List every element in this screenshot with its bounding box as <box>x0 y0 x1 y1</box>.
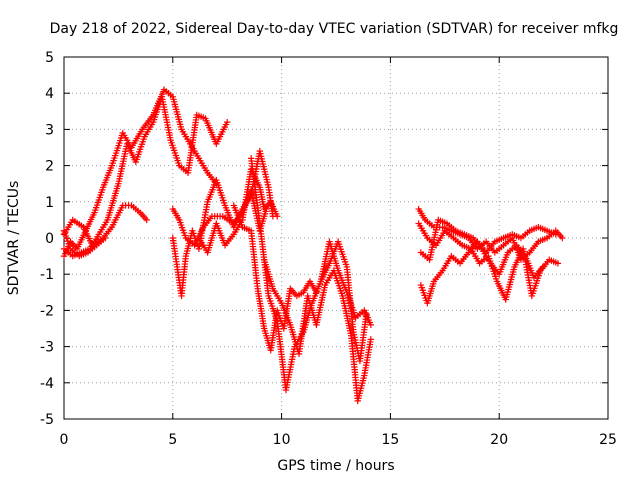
series-10 <box>260 256 375 405</box>
series-5 <box>169 187 270 249</box>
x-axis: 0 5 10 15 20 25 <box>60 57 617 448</box>
series-15 <box>417 216 546 282</box>
y-axis-label: SDTVAR / TECUs <box>6 181 22 296</box>
y-tick-label: 5 <box>45 50 54 66</box>
data-point-marker <box>367 336 375 343</box>
y-tick-label: -4 <box>40 376 54 392</box>
y-tick-label: 2 <box>45 159 54 175</box>
x-tick-label: 0 <box>60 432 69 448</box>
grid <box>64 57 608 419</box>
x-tick-label: 10 <box>273 432 291 448</box>
data-point-marker <box>102 234 109 242</box>
data-point-marker <box>143 216 150 224</box>
y-tick-label: 3 <box>45 122 54 138</box>
data-point-marker <box>554 260 562 267</box>
y-tick-label: 0 <box>45 231 54 247</box>
series-layer <box>60 86 566 405</box>
series-2 <box>60 93 231 260</box>
x-tick-label: 25 <box>599 432 617 448</box>
series-4 <box>60 227 109 260</box>
y-tick-label: 1 <box>45 195 54 211</box>
x-tick-label: 15 <box>381 432 399 448</box>
y-tick-label: -3 <box>40 340 54 356</box>
y-tick-label: -1 <box>40 267 54 283</box>
data-point-marker <box>367 321 375 329</box>
series-11 <box>317 238 375 329</box>
y-tick-label: 4 <box>45 86 54 102</box>
y-axis: -5 -4 -3 -2 -1 0 1 2 3 4 5 <box>40 50 608 428</box>
series-trace <box>417 208 564 261</box>
series-14 <box>417 223 559 307</box>
x-axis-label: GPS time / hours <box>277 458 394 474</box>
chart-title: Day 218 of 2022, Sidereal Day-to-day VTE… <box>50 21 619 37</box>
y-tick-label: -5 <box>40 412 54 428</box>
data-point-marker <box>224 118 231 126</box>
x-tick-label: 20 <box>490 432 508 448</box>
data-point-marker <box>552 231 559 238</box>
data-point-marker <box>539 263 546 271</box>
y-tick-label: -2 <box>40 303 54 319</box>
x-tick-label: 5 <box>168 432 177 448</box>
data-point-marker <box>274 213 281 220</box>
series-3 <box>60 202 150 249</box>
data-point-marker <box>559 234 566 242</box>
series-8 <box>230 202 320 354</box>
